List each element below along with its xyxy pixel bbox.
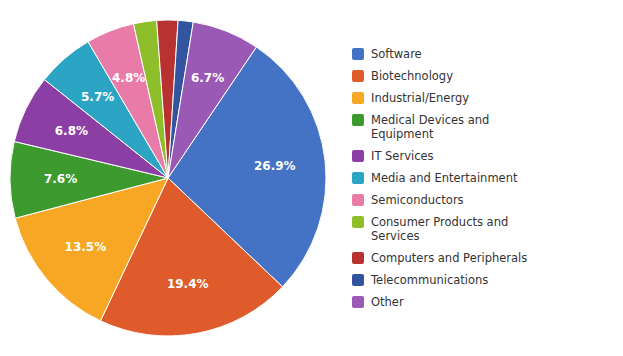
legend-label-line: Computers and Peripherals: [371, 251, 527, 265]
legend-swatch: [352, 216, 364, 228]
legend-label-line: Consumer Products and: [371, 215, 508, 229]
legend-label-line: Semiconductors: [371, 193, 464, 207]
legend-label: Computers and Peripherals: [371, 251, 527, 265]
legend-item: Semiconductors: [352, 193, 464, 207]
legend-label: Software: [371, 47, 422, 61]
legend-label: Semiconductors: [371, 193, 464, 207]
legend-item: Other: [352, 295, 404, 309]
legend-swatch: [352, 150, 364, 162]
legend-swatch: [352, 274, 364, 286]
chart-svg: 26.9% 19.4% 13.5% 7.6% 6.8% 5.7% 4.8% 6.7% Softw…: [0, 0, 623, 356]
legend-label-line: Biotechnology: [371, 69, 453, 83]
legend-item: Software: [352, 47, 422, 61]
legend-label-line: Equipment: [371, 127, 434, 141]
slice-label: 7.6%: [44, 172, 77, 186]
legend-swatch: [352, 172, 364, 184]
legend-label: IT Services: [371, 149, 434, 163]
legend-label: Medical Devices andEquipment: [371, 113, 489, 141]
slice-label: 5.7%: [81, 90, 114, 104]
legend-label-line: Services: [371, 229, 420, 243]
legend-item: Telecommunications: [352, 273, 488, 287]
legend-label: Other: [371, 295, 404, 309]
slice-label: 4.8%: [112, 71, 145, 85]
legend-item: Computers and Peripherals: [352, 251, 527, 265]
legend-label-line: Industrial/Energy: [371, 91, 469, 105]
legend-label-line: Media and Entertainment: [371, 171, 518, 185]
legend-label-line: IT Services: [371, 149, 434, 163]
background: [0, 0, 623, 356]
legend-swatch: [352, 296, 364, 308]
chart-container: 26.9% 19.4% 13.5% 7.6% 6.8% 5.7% 4.8% 6.7% Softw…: [0, 0, 623, 356]
legend-swatch: [352, 252, 364, 264]
legend-label: Consumer Products andServices: [371, 215, 508, 243]
legend-label: Industrial/Energy: [371, 91, 469, 105]
slice-labels: 26.9% 19.4% 13.5% 7.6% 6.8% 5.7% 4.8% 6.7%: [44, 71, 296, 291]
legend-label-line: Software: [371, 47, 422, 61]
legend-swatch: [352, 114, 364, 126]
slice-label: 6.8%: [55, 124, 88, 138]
legend-item: IT Services: [352, 149, 434, 163]
legend: Software Biotechnology Industrial/Energy Me…: [352, 47, 527, 309]
legend-label: Biotechnology: [371, 69, 453, 83]
legend-label-line: Other: [371, 295, 404, 309]
legend-item: Media and Entertainment: [352, 171, 518, 185]
slice-label: 6.7%: [191, 71, 224, 85]
legend-item: Medical Devices andEquipment: [352, 113, 489, 141]
legend-swatch: [352, 92, 364, 104]
legend-label: Telecommunications: [370, 273, 488, 287]
legend-swatch: [352, 194, 364, 206]
slice-label: 26.9%: [254, 159, 296, 173]
legend-item: Biotechnology: [352, 69, 453, 83]
legend-swatch: [352, 48, 364, 60]
legend-label: Media and Entertainment: [371, 171, 518, 185]
slice-label: 13.5%: [65, 240, 107, 254]
legend-label-line: Telecommunications: [370, 273, 488, 287]
legend-swatch: [352, 70, 364, 82]
pie-slice: [168, 22, 256, 178]
legend-label-line: Medical Devices and: [371, 113, 489, 127]
slices: [10, 20, 326, 336]
legend-item: Industrial/Energy: [352, 91, 469, 105]
slice-label: 19.4%: [167, 277, 209, 291]
legend-item: Consumer Products andServices: [352, 215, 508, 243]
